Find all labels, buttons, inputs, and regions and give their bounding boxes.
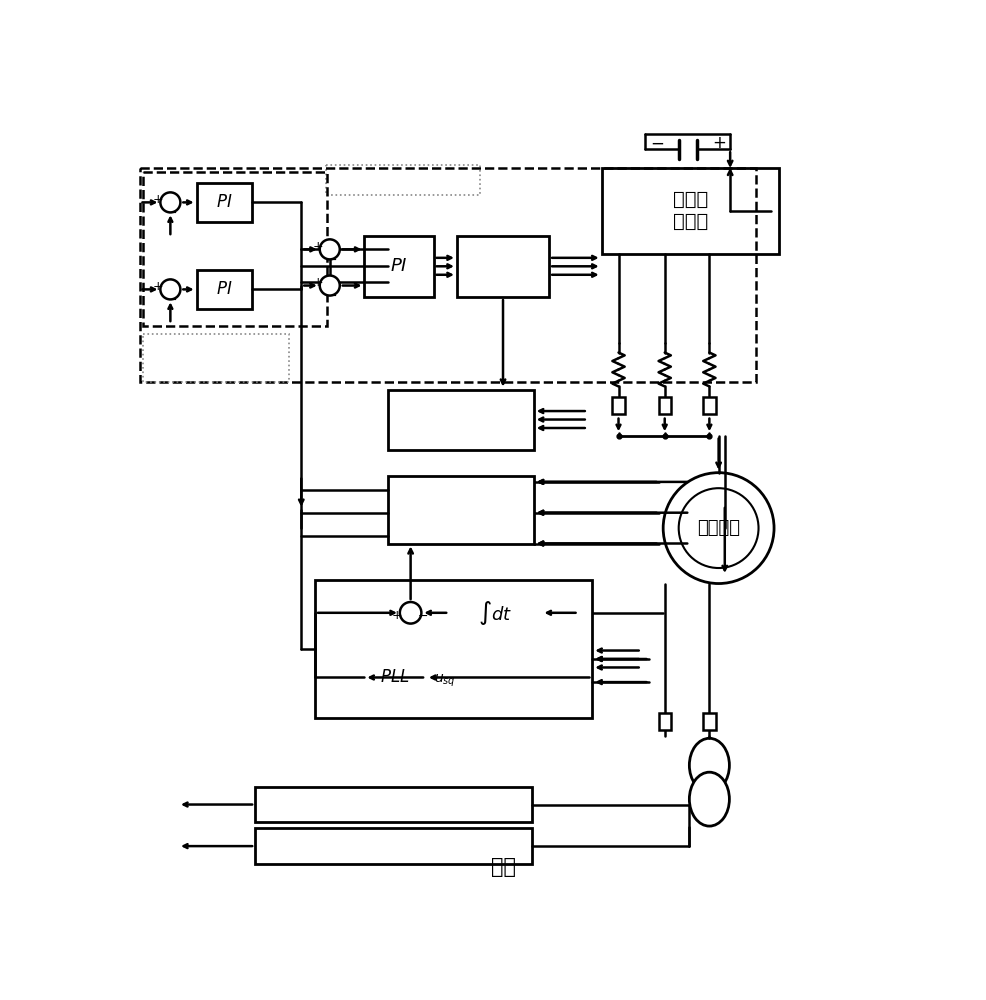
- Text: $-$: $-$: [325, 289, 337, 302]
- Bar: [612, 397, 625, 414]
- Bar: [326, 165, 480, 195]
- Bar: [449, 596, 541, 630]
- Text: $+$: $+$: [153, 193, 164, 206]
- Text: $-$: $-$: [325, 253, 337, 266]
- Text: 电网: 电网: [490, 857, 516, 877]
- Circle shape: [319, 276, 340, 296]
- Circle shape: [400, 602, 421, 624]
- Bar: [365, 659, 426, 696]
- Circle shape: [161, 192, 180, 212]
- Bar: [196, 183, 252, 222]
- Text: $+$: $+$: [312, 240, 323, 253]
- Bar: [255, 787, 532, 822]
- Ellipse shape: [689, 772, 730, 826]
- Text: $u_{sq}$: $u_{sq}$: [434, 672, 456, 689]
- Bar: [387, 389, 533, 450]
- Bar: [140, 168, 755, 382]
- Bar: [365, 235, 434, 297]
- Bar: [659, 397, 670, 414]
- Text: $PI$: $PI$: [216, 193, 233, 211]
- Bar: [659, 713, 670, 730]
- Text: $-$: $-$: [650, 134, 665, 152]
- Bar: [196, 270, 252, 309]
- Circle shape: [319, 239, 340, 259]
- Bar: [703, 713, 716, 730]
- Text: $+$: $+$: [153, 280, 164, 293]
- Bar: [255, 828, 532, 864]
- Text: 双餬风机: 双餬风机: [697, 519, 740, 537]
- Circle shape: [161, 279, 180, 299]
- Text: 转子侧
变换器: 转子侧 变换器: [672, 190, 708, 231]
- Bar: [316, 580, 593, 718]
- Circle shape: [678, 488, 758, 568]
- Text: $-$: $-$: [417, 609, 428, 622]
- Ellipse shape: [689, 738, 730, 792]
- Bar: [143, 334, 289, 382]
- Text: $PI$: $PI$: [390, 257, 408, 275]
- Circle shape: [664, 473, 774, 584]
- Text: $+$: $+$: [712, 134, 726, 152]
- Text: $+$: $+$: [312, 276, 323, 289]
- Text: $PI$: $PI$: [216, 280, 233, 298]
- Text: $-$: $-$: [167, 206, 177, 219]
- Text: $+$: $+$: [391, 609, 402, 622]
- Bar: [387, 476, 533, 544]
- Bar: [601, 168, 779, 254]
- Text: $-$: $-$: [167, 293, 177, 306]
- Bar: [457, 235, 549, 297]
- Bar: [143, 172, 327, 326]
- Bar: [566, 607, 579, 619]
- Bar: [703, 397, 716, 414]
- Text: $\int dt$: $\int dt$: [478, 599, 513, 627]
- Text: $PLL$: $PLL$: [381, 668, 410, 686]
